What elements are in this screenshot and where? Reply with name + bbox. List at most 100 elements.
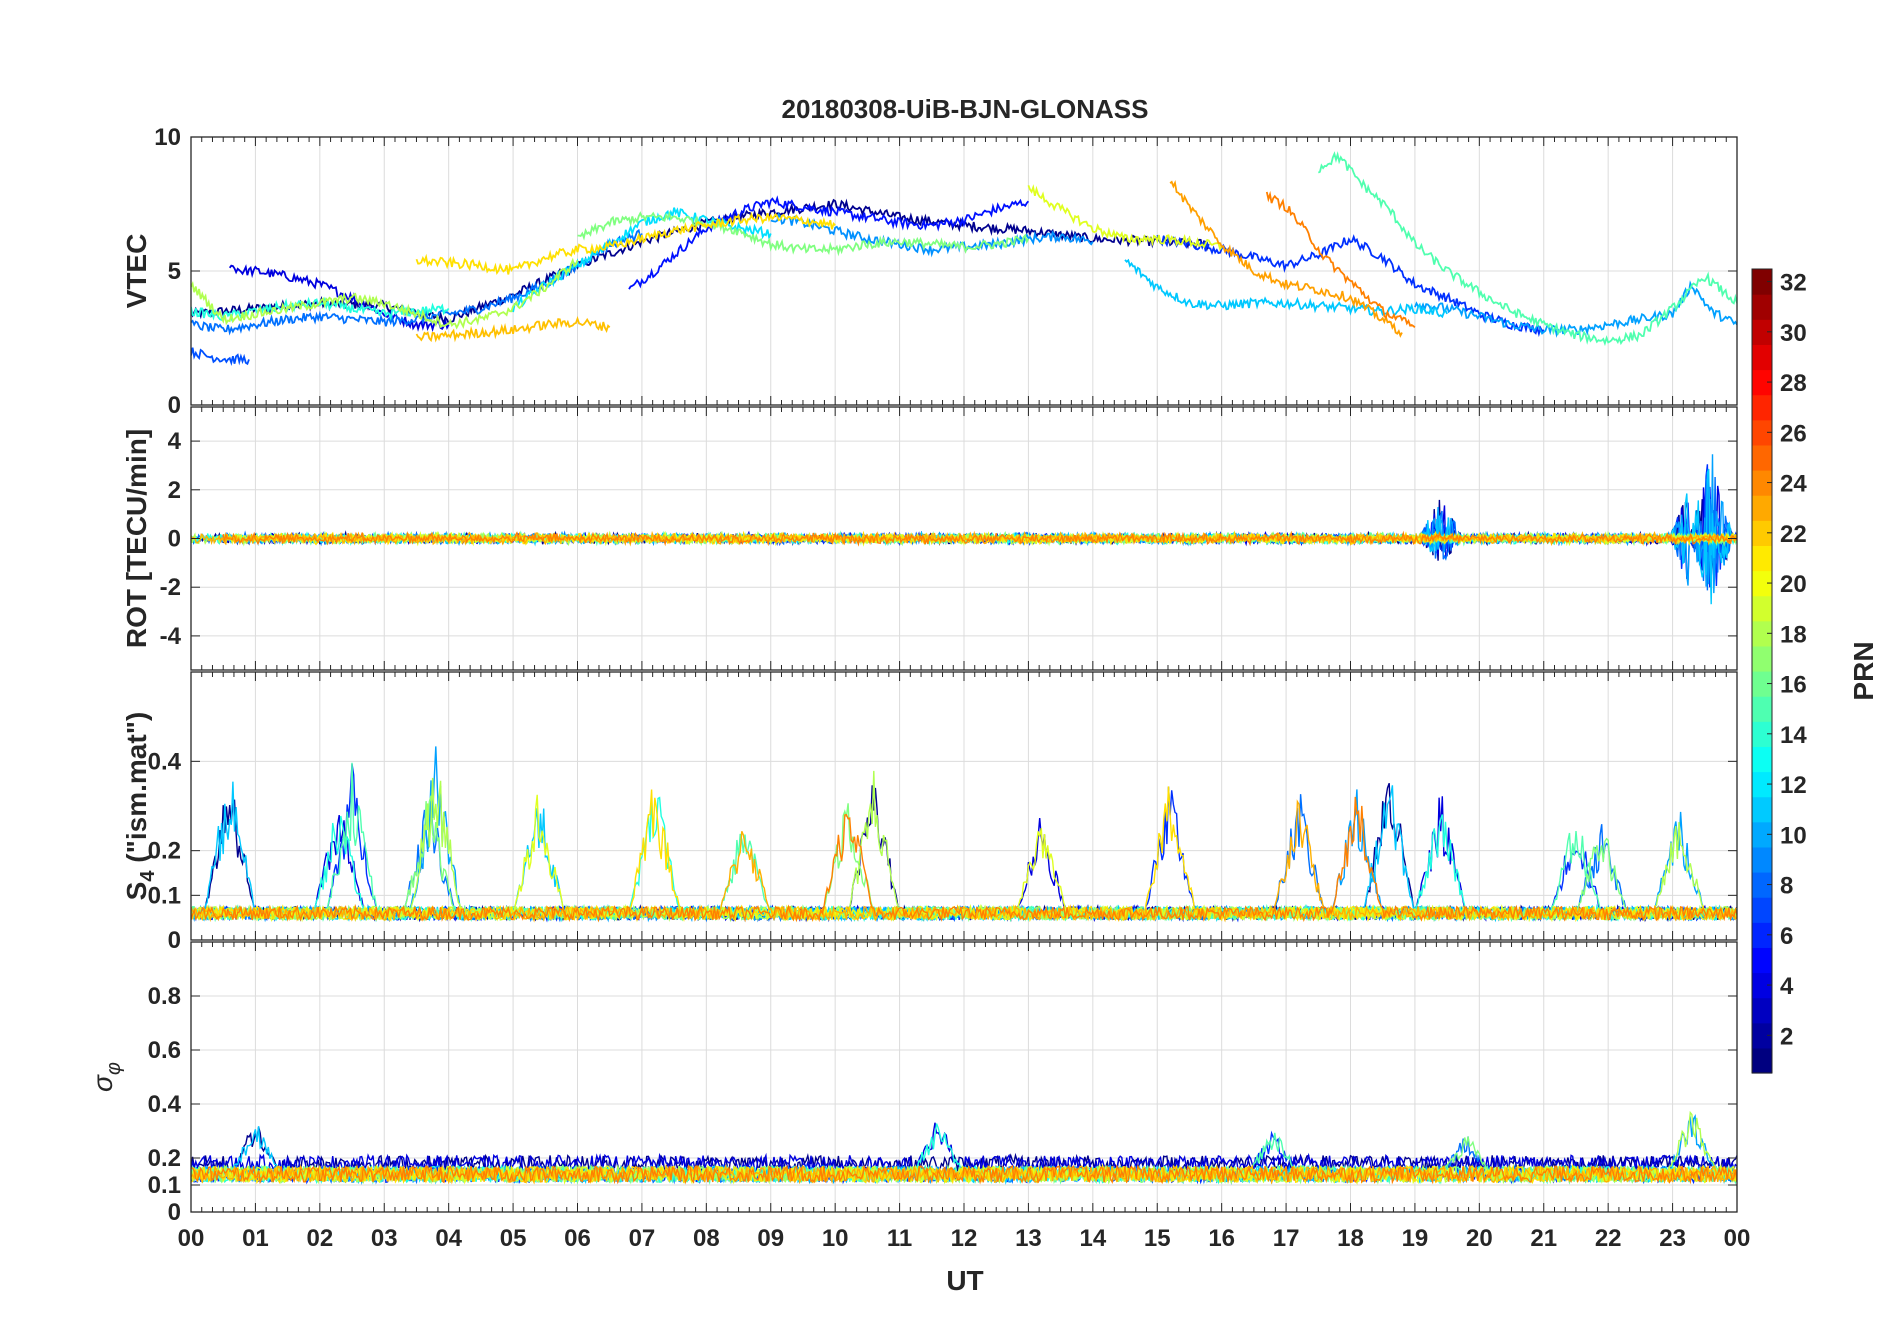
vtec-series-prn-22: [415, 315, 611, 343]
y-tick-label: 0.1: [148, 1172, 181, 1199]
x-tick-label: 20: [1466, 1225, 1493, 1252]
vtec-series-prn-15: [1317, 151, 1737, 347]
colorbar-segment: [1752, 394, 1772, 421]
colorbar-segment: [1752, 696, 1772, 722]
panel-2-series: [191, 454, 1737, 605]
y-tick-label: -4: [160, 623, 182, 650]
rot-series: [222, 530, 1737, 547]
x-tick-label: 06: [564, 1225, 591, 1252]
panel-3-series: [191, 746, 1737, 923]
colorbar-segment: [1752, 319, 1772, 345]
x-tick-label: 18: [1337, 1225, 1364, 1252]
colorbar-tick-label: 16: [1780, 672, 1807, 699]
colorbar-segment: [1752, 771, 1772, 798]
colorbar-segment: [1752, 495, 1772, 521]
y-tick-label: -2: [160, 574, 181, 601]
colorbar-label: PRN: [1848, 641, 1879, 700]
colorbar-frame: [1751, 268, 1773, 1074]
x-tick-label: 08: [693, 1225, 720, 1252]
colorbar-segment: [1752, 595, 1772, 622]
colorbar-tick-label: 2: [1780, 1023, 1793, 1050]
vtec-series-prn-12: [1124, 258, 1448, 319]
x-tick-label: 15: [1144, 1225, 1171, 1252]
x-tick-label: 03: [371, 1225, 398, 1252]
y-tick-label: 0: [168, 526, 181, 553]
colorbar-segment: [1752, 796, 1772, 823]
y-tick-label: 4: [168, 428, 182, 455]
x-axis-label: UT: [946, 1265, 983, 1296]
x-tick-label: 10: [822, 1225, 849, 1252]
colorbar-segment: [1752, 1047, 1772, 1074]
x-tick-label: 00: [1724, 1225, 1751, 1252]
colorbar-segment: [1752, 570, 1772, 597]
colorbar-tick-label: 12: [1780, 772, 1807, 799]
colorbar-tick-label: 8: [1780, 873, 1793, 900]
colorbar-segment: [1752, 545, 1772, 572]
x-tick-label: 13: [1015, 1225, 1042, 1252]
vtec-series-prn-20: [1027, 184, 1223, 251]
vtec-series-prn-4: [628, 195, 1030, 290]
y-axis-label: ROT [TECU/min]: [121, 429, 152, 648]
colorbar-tick-label: 4: [1780, 973, 1794, 1000]
y-tick-label: 0: [168, 392, 181, 419]
y-tick-label: 0: [168, 927, 181, 954]
panel-1-series: [191, 151, 1737, 366]
colorbar-segment: [1752, 444, 1772, 471]
colorbar-tick-label: 20: [1780, 571, 1807, 598]
panel-1-frame: [190, 136, 1738, 406]
chart-title: 20180308-UiB-BJN-GLONASS: [781, 94, 1148, 124]
x-tick-label: 22: [1595, 1225, 1622, 1252]
vtec-series-prn-18: [191, 257, 579, 330]
colorbar-segment: [1752, 520, 1772, 546]
colorbar-segment: [1752, 470, 1772, 496]
colorbar-segment: [1752, 872, 1772, 898]
rot-series: [191, 530, 1737, 547]
y-tick-label: 0.4: [148, 1091, 182, 1118]
colorbar-segment: [1752, 671, 1772, 697]
x-tick-label: 05: [500, 1225, 527, 1252]
panel-2-frame: [190, 406, 1738, 671]
y-axis-label: σφ: [87, 1062, 125, 1092]
vtec-series-prn-10: [1414, 280, 1737, 338]
x-tick-label: 19: [1402, 1225, 1429, 1252]
data-layer: [191, 151, 1737, 1186]
vtec-series-prn-16: [577, 210, 1030, 257]
y-axis-label: VTEC: [121, 234, 152, 309]
colorbar-segment: [1752, 972, 1772, 999]
y-tick-label: 0.4: [148, 748, 182, 775]
colorbar-segment: [1752, 846, 1772, 873]
y-tick-label: 0.6: [148, 1037, 181, 1064]
colorbar-segment: [1752, 721, 1772, 747]
vtec-series-prn-9: [770, 212, 1094, 258]
sigma-phi-series: [191, 1163, 1737, 1185]
y-tick-label: 0.2: [148, 838, 181, 865]
x-tick-label: 02: [306, 1225, 333, 1252]
colorbar-segment: [1752, 821, 1772, 848]
x-tick-label: 23: [1659, 1225, 1686, 1252]
colorbar-segment: [1752, 897, 1772, 923]
y-tick-label: 5: [168, 258, 181, 285]
colorbar-tick-label: 6: [1780, 923, 1793, 950]
y-tick-label: 2: [168, 477, 181, 504]
s4-series: [191, 796, 1737, 923]
x-tick-label: 09: [757, 1225, 784, 1252]
y-tick-label: 10: [154, 124, 181, 151]
y-tick-label: 0.8: [148, 983, 181, 1010]
colorbar-segment: [1752, 645, 1772, 672]
colorbar-tick-label: 32: [1780, 270, 1807, 297]
x-tick-label: 00: [178, 1225, 205, 1252]
x-tick-label: 14: [1079, 1225, 1106, 1252]
panel-4-frame: [190, 941, 1738, 1213]
colorbar-segment: [1752, 344, 1772, 371]
x-tick-label: 17: [1273, 1225, 1300, 1252]
colorbar-tick-label: 10: [1780, 822, 1807, 849]
colorbar-tick-label: 14: [1780, 722, 1807, 749]
colorbar-tick-label: 22: [1780, 521, 1807, 548]
y-tick-label: 0: [168, 1199, 181, 1226]
colorbar-segment: [1752, 947, 1772, 974]
panel-4-series: [191, 1110, 1737, 1186]
vtec-series-prn-21: [415, 211, 836, 275]
colorbar-segment: [1752, 620, 1772, 647]
